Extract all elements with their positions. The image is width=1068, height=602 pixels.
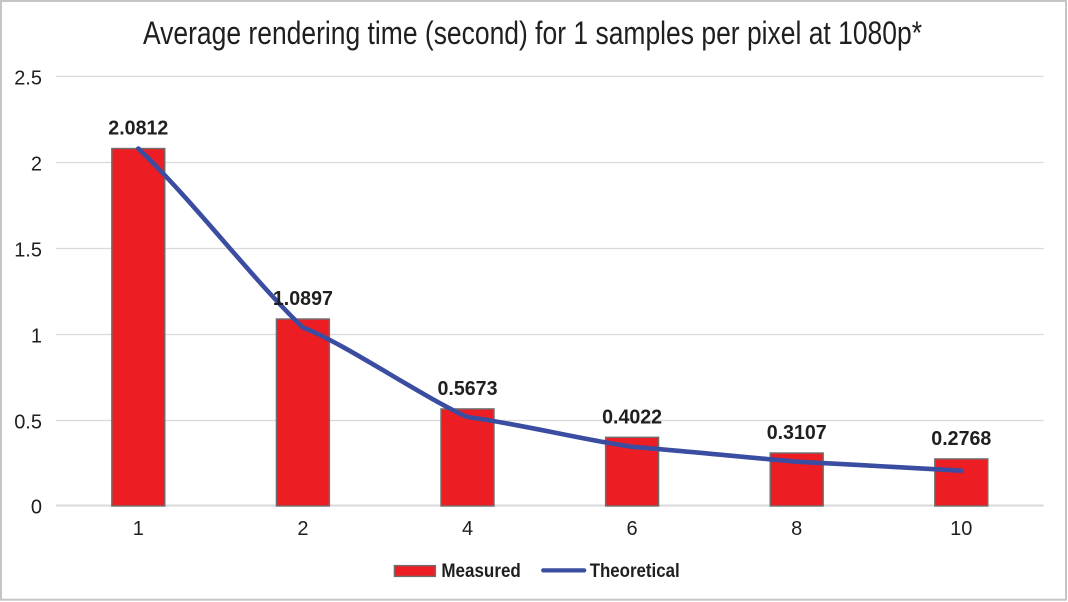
svg-text:2: 2 (297, 518, 308, 540)
svg-text:Average rendering time (second: Average rendering time (second) for 1 sa… (143, 15, 922, 51)
svg-text:0.3107: 0.3107 (767, 422, 827, 444)
svg-text:8: 8 (791, 518, 802, 540)
svg-text:1.0897: 1.0897 (273, 288, 333, 310)
svg-text:0: 0 (31, 497, 42, 519)
svg-text:Measured: Measured (441, 561, 520, 582)
svg-text:4: 4 (462, 518, 473, 540)
svg-text:0.5: 0.5 (14, 412, 42, 434)
svg-text:0.5673: 0.5673 (438, 378, 498, 400)
svg-text:1.5: 1.5 (14, 240, 42, 262)
svg-text:10: 10 (950, 518, 972, 540)
svg-text:2: 2 (31, 154, 42, 176)
svg-text:0.2768: 0.2768 (931, 428, 991, 450)
svg-text:1: 1 (31, 326, 42, 348)
svg-text:1: 1 (133, 518, 144, 540)
svg-text:Theoretical: Theoretical (590, 561, 680, 582)
svg-text:2.0812: 2.0812 (108, 118, 168, 140)
svg-text:6: 6 (627, 518, 638, 540)
svg-text:2.5: 2.5 (14, 67, 42, 89)
svg-text:0.4022: 0.4022 (602, 406, 662, 428)
